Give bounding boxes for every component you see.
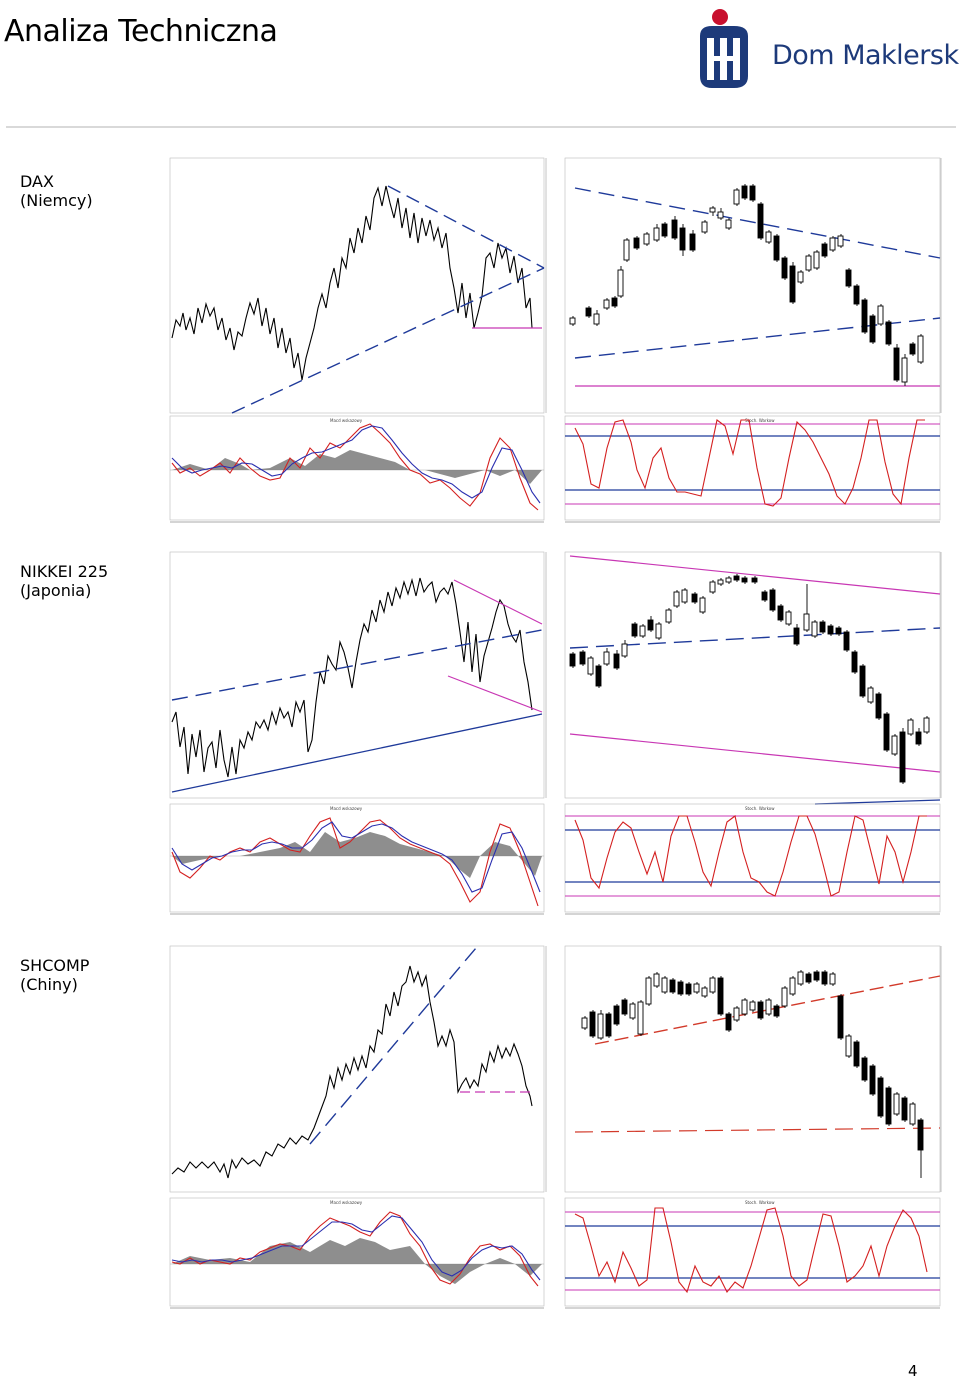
stochastic-line: [574, 419, 925, 507]
trendline-upper: [569, 555, 941, 595]
trendline-dashed: [171, 629, 543, 701]
signal-line: [171, 425, 541, 504]
signal-line: [171, 1215, 541, 1281]
nikkei-longterm-chart: Macd wskazowy: [169, 551, 547, 915]
candlesticks: [581, 970, 924, 1178]
trendline-upper: [387, 185, 545, 269]
trendline-channel-lower: [447, 675, 543, 713]
price-line: [171, 185, 533, 381]
macd-line: [171, 423, 539, 511]
macd-histogram: [172, 1238, 542, 1284]
trendline-lower: [569, 733, 941, 773]
trendline-support: [574, 1127, 941, 1133]
price-line: [171, 577, 533, 778]
nikkei-shortterm-chart: Stoch. Warkow: [564, 551, 942, 915]
macd-line: [171, 817, 539, 907]
trendline-support: [171, 713, 543, 793]
stoch-panel-title: Stoch. Warkow: [745, 806, 775, 811]
candlesticks: [569, 574, 930, 784]
macd-histogram: [172, 832, 542, 878]
stoch-panel-title: Stoch. Warkow: [745, 418, 775, 423]
section-index-name: SHCOMP: [20, 956, 90, 975]
page-number: 4: [908, 1362, 918, 1380]
macd-line: [171, 1211, 539, 1287]
trendline-upper: [574, 187, 941, 259]
trendline-dashed: [309, 947, 477, 1145]
macd-panel-title: Macd wskazowy: [330, 1200, 363, 1205]
section-index-name: NIKKEI 225: [20, 562, 109, 581]
company-logo: Dom Maklerski: [694, 4, 960, 92]
macd-panel-title: Macd wskazowy: [330, 418, 363, 423]
section-country: (Japonia): [20, 581, 92, 600]
logo-mark-icon: [700, 9, 748, 88]
trendline-rising: [594, 975, 941, 1045]
trendline-dashed: [569, 627, 941, 649]
section-country: (Niemcy): [20, 191, 93, 210]
dax-longterm-chart: Macd wskazowy: [169, 157, 547, 523]
trendline-upper: [453, 579, 543, 625]
stochastic-line: [574, 1207, 928, 1294]
shcomp-shortterm-chart: Stoch. Warkow: [564, 945, 942, 1309]
section-label-shcomp: SHCOMP (Chiny): [20, 956, 89, 994]
stochastic-line: [574, 815, 927, 897]
trendline-lower: [231, 267, 545, 414]
section-label-dax: DAX (Niemcy): [20, 172, 93, 210]
macd-panel-title: Macd wskazowy: [330, 806, 363, 811]
macd-histogram: [172, 450, 542, 484]
logo-text: Dom Maklerski: [772, 40, 960, 71]
shcomp-longterm-chart: Macd wskazowy: [169, 945, 547, 1309]
trendline-lower: [574, 317, 941, 359]
page-title: Analiza Techniczna: [4, 14, 278, 49]
trendline-support: [814, 799, 941, 805]
signal-line: [171, 821, 541, 893]
section-index-name: DAX: [20, 172, 54, 191]
dax-shortterm-chart: Stoch. Warkow: [564, 157, 942, 523]
header-divider: [6, 126, 956, 128]
stoch-panel-title: Stoch. Warkow: [745, 1200, 775, 1205]
section-country: (Chiny): [20, 975, 78, 994]
price-line: [171, 965, 533, 1179]
candlesticks: [569, 184, 924, 386]
section-label-nikkei: NIKKEI 225 (Japonia): [20, 562, 108, 600]
